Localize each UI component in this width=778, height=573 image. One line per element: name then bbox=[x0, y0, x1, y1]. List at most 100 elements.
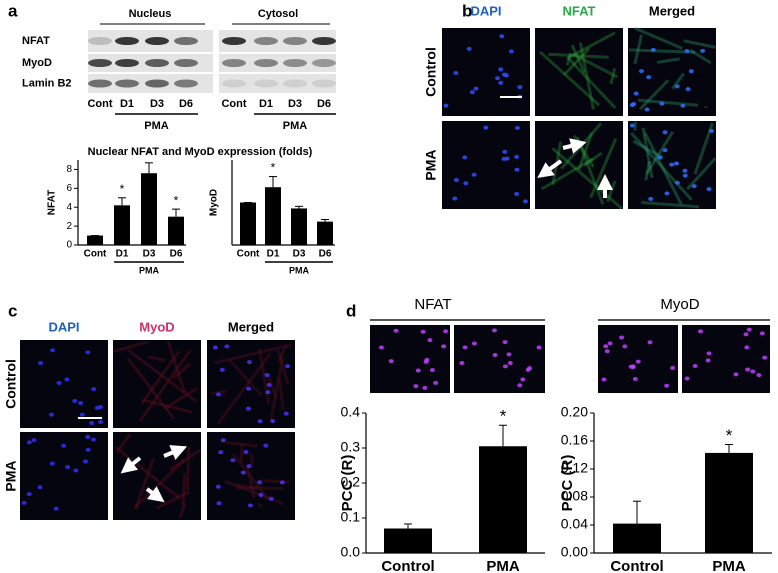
x-tick-label: Cont bbox=[237, 249, 260, 260]
nucleus bbox=[633, 91, 639, 96]
fiber bbox=[256, 502, 264, 509]
nucleus bbox=[266, 382, 272, 387]
fiber bbox=[266, 375, 279, 399]
fiber bbox=[628, 48, 696, 54]
fiber bbox=[140, 350, 181, 404]
fiber bbox=[138, 349, 192, 422]
error-bar bbox=[321, 219, 329, 222]
lane-label: Cont bbox=[221, 98, 246, 110]
column-header: DAPI bbox=[470, 3, 501, 18]
nucleus bbox=[502, 149, 508, 154]
lane-label: D3 bbox=[150, 98, 164, 110]
fiber bbox=[249, 453, 255, 466]
nucleus bbox=[646, 75, 652, 80]
nucleus bbox=[473, 86, 479, 91]
blot-row-label: Lamin B2 bbox=[22, 77, 72, 89]
y-tick-label: 0.0 bbox=[341, 544, 361, 560]
nucleus bbox=[422, 385, 428, 390]
significance: * bbox=[120, 182, 125, 196]
nucleus bbox=[706, 187, 712, 192]
row-label: Control bbox=[423, 47, 439, 97]
error-bar bbox=[295, 205, 303, 209]
nucleus bbox=[674, 180, 680, 185]
blot-band bbox=[222, 79, 246, 88]
x-tick-label: D1 bbox=[267, 249, 280, 260]
nucleus bbox=[498, 67, 504, 72]
nucleus bbox=[246, 360, 252, 365]
fiber bbox=[645, 130, 675, 175]
nucleus bbox=[650, 47, 656, 52]
nucleus bbox=[503, 73, 509, 78]
nucleus bbox=[659, 101, 665, 106]
micrograph bbox=[682, 325, 770, 393]
nucleus bbox=[495, 76, 501, 81]
nucleus bbox=[682, 173, 688, 178]
bar bbox=[291, 208, 307, 245]
nucleus bbox=[743, 332, 749, 337]
fiber bbox=[276, 348, 290, 385]
fiber bbox=[185, 446, 191, 491]
fiber bbox=[644, 160, 651, 181]
row-label: PMA bbox=[3, 460, 19, 491]
y-axis-label: PCC (R) bbox=[559, 455, 576, 512]
fiber bbox=[258, 348, 271, 405]
fiber bbox=[231, 453, 271, 501]
error-bar bbox=[633, 500, 641, 524]
nucleus bbox=[700, 48, 706, 53]
nucleus bbox=[514, 167, 520, 172]
nucleus bbox=[628, 364, 634, 369]
column-header: MyoD bbox=[660, 296, 699, 313]
nucleus bbox=[61, 443, 67, 448]
row-label: PMA bbox=[423, 149, 439, 180]
fiber bbox=[112, 340, 149, 354]
significance: * bbox=[174, 193, 179, 207]
arrow bbox=[537, 159, 563, 178]
x-tick-label: D6 bbox=[170, 249, 183, 260]
blot-band bbox=[283, 79, 307, 88]
fiber bbox=[260, 479, 290, 484]
nucleus bbox=[263, 443, 269, 448]
nucleus bbox=[629, 123, 635, 128]
fiber bbox=[234, 483, 258, 490]
nucleus bbox=[673, 161, 679, 166]
y-axis-label: MyoD bbox=[209, 189, 220, 216]
nucleus bbox=[424, 357, 430, 362]
arrow bbox=[120, 456, 142, 474]
fiber bbox=[127, 357, 176, 420]
y-tick-label: 0.3 bbox=[341, 439, 361, 455]
blot-row-label: NFAT bbox=[22, 35, 50, 47]
y-tick-label: 0.1 bbox=[341, 509, 361, 525]
bar bbox=[168, 216, 184, 245]
arrow bbox=[145, 486, 165, 503]
nucleus bbox=[709, 129, 715, 134]
nucleus bbox=[688, 69, 694, 74]
nucleus bbox=[285, 364, 291, 369]
y-axis-label: NFAT bbox=[47, 190, 58, 215]
nucleus bbox=[215, 484, 221, 489]
fiber bbox=[606, 180, 617, 203]
y-tick-label: 0 bbox=[66, 240, 72, 251]
blot-band bbox=[312, 37, 336, 45]
nucleus bbox=[413, 384, 419, 389]
nucleus bbox=[94, 406, 100, 411]
nucleus bbox=[72, 398, 78, 403]
fiber bbox=[245, 465, 256, 499]
nucleus bbox=[622, 344, 628, 349]
nucleus bbox=[697, 329, 703, 334]
nucleus bbox=[471, 172, 477, 177]
error-bar bbox=[172, 208, 180, 217]
nucleus bbox=[82, 459, 88, 464]
nucleus bbox=[21, 500, 27, 505]
fiber bbox=[181, 473, 187, 506]
nucleus bbox=[279, 480, 285, 485]
fiber bbox=[172, 362, 191, 380]
y-tick-label: 4 bbox=[66, 202, 72, 213]
nucleus bbox=[65, 464, 71, 469]
nucleus bbox=[26, 492, 32, 497]
bar bbox=[141, 173, 157, 245]
fiber bbox=[142, 398, 193, 414]
nucleus bbox=[514, 125, 520, 130]
column-header: Merged bbox=[228, 319, 274, 334]
blot-band bbox=[88, 37, 112, 45]
blot-band bbox=[254, 79, 278, 88]
